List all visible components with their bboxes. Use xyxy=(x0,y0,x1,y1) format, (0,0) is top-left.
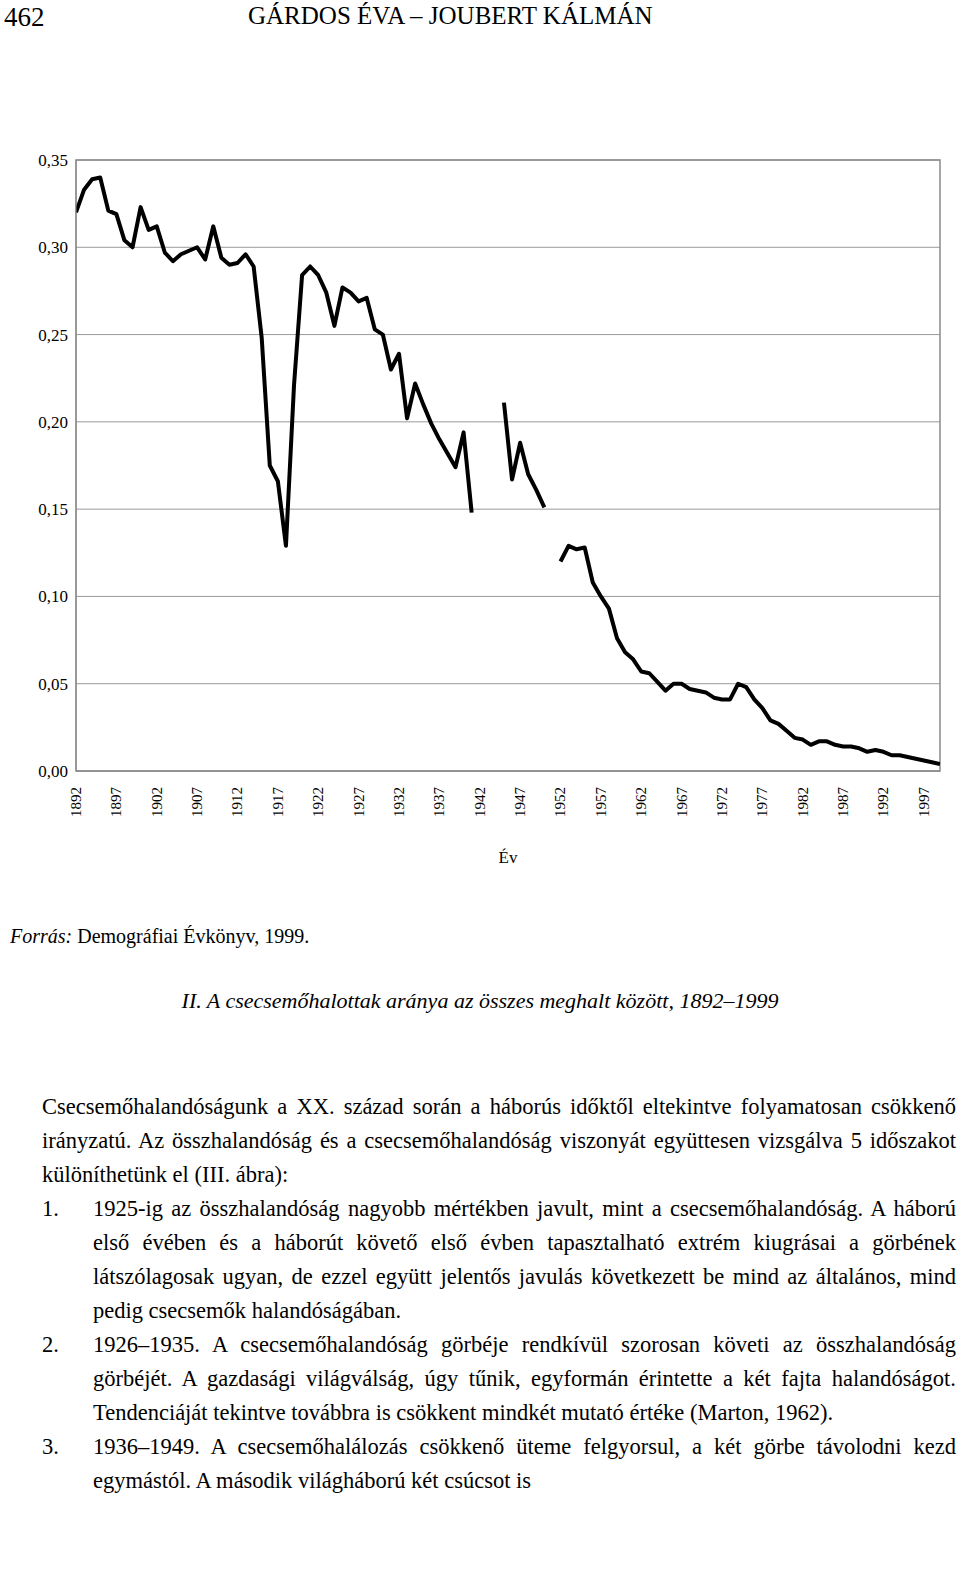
svg-text:1927: 1927 xyxy=(351,787,367,818)
svg-text:0,15: 0,15 xyxy=(38,500,68,519)
svg-text:1942: 1942 xyxy=(472,787,488,817)
html-text:1936–1949. A csecsemőhalálozás: 1936–1949. A csecsemőhalálozás csökkenő … xyxy=(93,1434,956,1493)
svg-text:1907: 1907 xyxy=(189,787,205,818)
svg-text:1917: 1917 xyxy=(270,787,286,818)
html-text:1925-ig az összhalandóság nagy: 1925-ig az összhalandóság nagyobb mérték… xyxy=(93,1196,956,1323)
html-text:1926–1935. A csecsemőhalandósá: 1926–1935. A csecsemőhalandóság görbéje … xyxy=(93,1332,956,1425)
html-text:462: 462 xyxy=(4,2,45,32)
svg-text:Év: Év xyxy=(499,848,518,867)
svg-text:1977: 1977 xyxy=(754,787,770,818)
svg-text:1992: 1992 xyxy=(875,787,891,817)
svg-text:1967: 1967 xyxy=(674,787,690,818)
svg-text:1982: 1982 xyxy=(795,787,811,817)
svg-text:1902: 1902 xyxy=(149,787,165,817)
svg-text:0,00: 0,00 xyxy=(38,762,68,781)
html-text:3.: 3. xyxy=(42,1434,59,1459)
svg-text:1972: 1972 xyxy=(714,787,730,817)
svg-text:1987: 1987 xyxy=(835,787,851,818)
svg-text:1937: 1937 xyxy=(431,787,447,818)
svg-text:0,25: 0,25 xyxy=(38,326,68,345)
html-text:GÁRDOS ÉVA – JOUBERT KÁLMÁN: GÁRDOS ÉVA – JOUBERT KÁLMÁN xyxy=(248,2,653,29)
svg-text:1912: 1912 xyxy=(229,787,245,817)
svg-text:0,10: 0,10 xyxy=(38,587,68,606)
html-text:2.: 2. xyxy=(42,1332,59,1357)
svg-text:0,05: 0,05 xyxy=(38,675,68,694)
html-text:II. A csecsemőhalottak aránya: II. A csecsemőhalottak aránya az összes … xyxy=(181,988,779,1013)
svg-text:1997: 1997 xyxy=(916,787,932,818)
svg-text:0,35: 0,35 xyxy=(38,151,68,170)
svg-text:0,30: 0,30 xyxy=(38,238,68,257)
svg-text:1892: 1892 xyxy=(68,787,84,817)
svg-text:1922: 1922 xyxy=(310,787,326,817)
svg-text:1947: 1947 xyxy=(512,787,528,818)
svg-text:1962: 1962 xyxy=(633,787,649,817)
svg-text:1957: 1957 xyxy=(593,787,609,818)
svg-text:1952: 1952 xyxy=(552,787,568,817)
html-text:1.: 1. xyxy=(42,1196,59,1221)
svg-text:1897: 1897 xyxy=(108,787,124,818)
svg-text:1932: 1932 xyxy=(391,787,407,817)
svg-text:0,20: 0,20 xyxy=(38,413,68,432)
html-text:Forrás: Demográfiai Évkönyv, 1: Forrás: Demográfiai Évkönyv, 1999. xyxy=(10,925,310,947)
html-text:Csecsemőhalandóságunk a XX. sz: Csecsemőhalandóságunk a XX. század során… xyxy=(42,1094,956,1187)
